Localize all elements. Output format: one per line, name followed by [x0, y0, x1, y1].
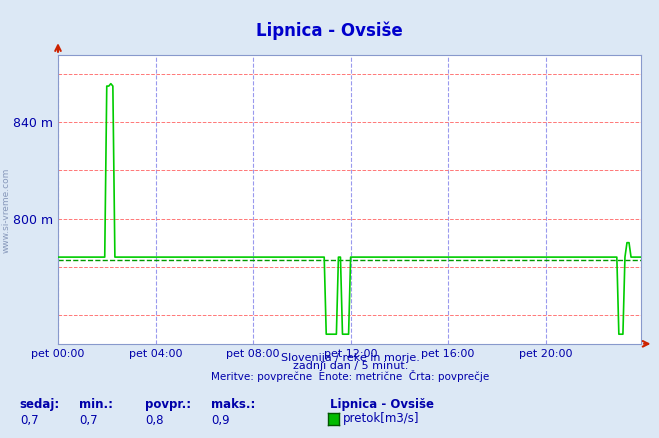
Text: Meritve: povprečne  Enote: metrične  Črta: povprečje: Meritve: povprečne Enote: metrične Črta:…: [212, 370, 490, 382]
Text: sedaj:: sedaj:: [20, 398, 60, 411]
Text: Slovenija / reke in morje.: Slovenija / reke in morje.: [281, 353, 420, 363]
Text: zadnji dan / 5 minut.: zadnji dan / 5 minut.: [293, 361, 409, 371]
Text: maks.:: maks.:: [211, 398, 255, 411]
Text: Lipnica - Ovsiše: Lipnica - Ovsiše: [330, 398, 434, 411]
Text: 0,7: 0,7: [79, 414, 98, 427]
Text: pretok[m3/s]: pretok[m3/s]: [343, 412, 419, 425]
Text: Lipnica - Ovsiše: Lipnica - Ovsiše: [256, 21, 403, 39]
Text: 0,9: 0,9: [211, 414, 229, 427]
Text: min.:: min.:: [79, 398, 113, 411]
Text: 0,8: 0,8: [145, 414, 163, 427]
Text: www.si-vreme.com: www.si-vreme.com: [2, 168, 11, 253]
Text: povpr.:: povpr.:: [145, 398, 191, 411]
Text: 0,7: 0,7: [20, 414, 38, 427]
